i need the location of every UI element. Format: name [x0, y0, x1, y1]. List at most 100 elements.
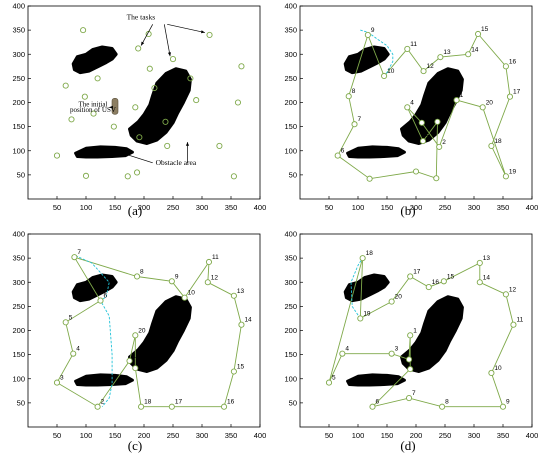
task-point	[369, 403, 376, 410]
task-order-label: 2	[413, 361, 417, 368]
task-point	[53, 152, 61, 159]
task-point	[238, 63, 245, 70]
obstacle-area	[128, 295, 192, 373]
y-tick-label: 200	[12, 326, 25, 335]
obstacle-area	[343, 273, 390, 303]
task-point	[90, 110, 97, 117]
task-point	[476, 279, 483, 286]
task-point	[381, 72, 388, 80]
task-order-label: 18	[144, 399, 152, 406]
y-tick-label: 300	[12, 50, 25, 59]
task-point	[420, 68, 427, 75]
task-order-label: 13	[483, 255, 491, 262]
task-point	[440, 278, 447, 285]
y-tick-label: 400	[284, 230, 297, 239]
y-tick-label: 350	[12, 254, 25, 263]
task-point	[418, 119, 425, 126]
y-tick-label: 100	[284, 146, 297, 155]
y-tick-label: 250	[284, 302, 297, 311]
x-tick-label: 150	[381, 431, 394, 440]
task-order-label: 15	[481, 26, 489, 33]
task-order-label: 3	[60, 375, 64, 382]
task-order-label: 2	[412, 351, 416, 358]
task-point	[488, 142, 495, 149]
task-point	[97, 297, 104, 304]
task-point	[138, 403, 145, 410]
x-tick-label: 50	[325, 431, 333, 440]
task-point	[405, 356, 413, 363]
task-point	[132, 332, 139, 339]
task-order-label: 1	[413, 327, 417, 334]
task-point	[339, 350, 346, 357]
x-tick-label: 100	[80, 203, 93, 212]
annotation-arrow	[167, 23, 205, 33]
task-order-label: 11	[516, 317, 523, 324]
y-tick-label: 200	[284, 326, 297, 335]
task-point	[230, 173, 237, 180]
task-order-label: 4	[345, 346, 349, 353]
task-point	[436, 143, 443, 150]
y-tick-label: 350	[12, 26, 25, 35]
task-order-label: 18	[494, 138, 502, 145]
task-point	[366, 175, 373, 182]
task-point	[110, 123, 117, 130]
task-order-label: 7	[77, 249, 81, 256]
task-point	[68, 116, 75, 123]
x-tick-label: 200	[138, 431, 151, 440]
obstacle-area	[343, 45, 390, 75]
y-tick-label: 50	[17, 398, 25, 407]
task-order-label: 12	[509, 286, 517, 293]
x-tick-label: 350	[225, 203, 238, 212]
task-point	[488, 369, 495, 377]
caption-a: (a)	[127, 203, 143, 218]
task-point	[151, 84, 158, 92]
task-order-label: 6	[376, 399, 380, 406]
task-point	[70, 350, 77, 357]
y-tick-label: 300	[284, 50, 297, 59]
task-point	[412, 168, 420, 175]
task-order-label: 18	[366, 250, 374, 257]
detour-path	[350, 257, 363, 319]
task-point	[439, 403, 446, 410]
usv-label-line1: The initial	[78, 100, 107, 108]
task-point	[133, 273, 141, 280]
x-tick-label: 400	[526, 203, 539, 212]
task-point	[407, 332, 414, 339]
task-point	[135, 45, 142, 52]
plot-frame	[299, 5, 533, 200]
y-tick-label: 400	[284, 2, 297, 11]
task-order-label: 7	[358, 116, 362, 123]
x-tick-label: 200	[410, 431, 423, 440]
task-order-label: 5	[426, 133, 430, 140]
x-tick-label: 350	[225, 431, 238, 440]
task-order-label: 19	[509, 168, 517, 175]
task-point	[359, 255, 366, 262]
x-tick-label: 400	[254, 431, 267, 440]
task-point	[220, 403, 228, 410]
task-point	[465, 51, 472, 58]
task-point	[169, 56, 177, 63]
task-order-label: 17	[175, 399, 183, 406]
obstacle-area	[400, 295, 464, 373]
task-order-label: 16	[509, 58, 517, 65]
task-point	[434, 118, 441, 125]
y-tick-label: 250	[284, 74, 297, 83]
y-tick-label: 350	[284, 254, 297, 263]
task-point	[168, 278, 175, 285]
task-order-label: 3	[425, 115, 429, 122]
task-order-label: 10	[494, 365, 502, 372]
task-order-label: 16	[432, 279, 440, 286]
task-point	[502, 63, 509, 70]
task-order-label: 9	[175, 273, 179, 280]
detour-path	[75, 255, 113, 407]
x-tick-label: 300	[196, 203, 209, 212]
task-order-label: 16	[227, 399, 235, 406]
plot-frame	[299, 233, 533, 428]
task-order-label: 20	[395, 294, 403, 301]
arrow-head	[141, 41, 145, 46]
x-tick-label: 200	[410, 203, 423, 212]
arrow-head	[185, 142, 190, 146]
task-point	[388, 350, 395, 357]
task-point	[126, 357, 133, 364]
task-point	[71, 254, 78, 261]
